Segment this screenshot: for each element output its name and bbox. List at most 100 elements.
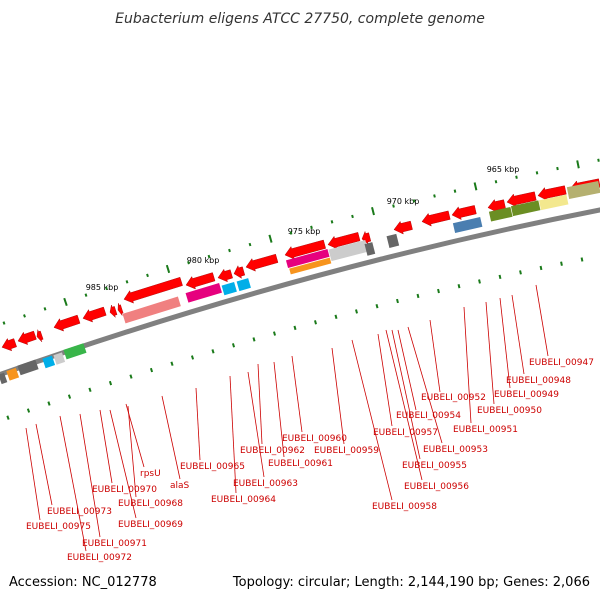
annotation-band xyxy=(6,367,20,381)
annotation-band xyxy=(122,296,181,324)
leader-line xyxy=(499,297,511,389)
leader-line xyxy=(385,329,423,481)
annotation-band xyxy=(289,257,332,275)
gene-label-00973: EUBELI_00973 xyxy=(47,507,112,517)
annotation-band xyxy=(17,359,39,376)
gene-label-00963: EUBELI_00963 xyxy=(233,479,298,489)
scale-tick-mark xyxy=(433,194,436,198)
annotation-band xyxy=(0,372,8,385)
minor-tick-mark xyxy=(457,284,461,289)
leader-line xyxy=(127,405,137,498)
scale-tick-mark xyxy=(473,182,478,191)
gene-arrow xyxy=(245,253,279,272)
gene-label-00957: EUBELI_00957 xyxy=(373,428,438,438)
scale-ticks xyxy=(2,158,600,420)
gene-label-alaS: alaS xyxy=(170,481,190,491)
gene-arrow xyxy=(109,304,118,319)
leader-line xyxy=(161,395,181,480)
accession-text: Accession: NC_012778 xyxy=(9,575,157,590)
leader-line xyxy=(511,294,525,375)
gene-arrow xyxy=(53,314,81,332)
minor-tick-mark xyxy=(231,343,236,348)
scale-tick-mark xyxy=(310,225,313,230)
minor-tick-mark xyxy=(170,361,174,366)
leader-line xyxy=(257,363,263,445)
gene-label-00949: EUBELI_00949 xyxy=(494,390,559,400)
annotation-band xyxy=(185,283,222,303)
leader-line xyxy=(351,339,393,501)
minor-tick-mark xyxy=(252,337,256,342)
minor-tick-mark xyxy=(437,288,440,294)
minor-tick-mark xyxy=(355,309,358,314)
gene-label-00972: EUBELI_00972 xyxy=(67,553,132,563)
gene-label-00956: EUBELI_00956 xyxy=(404,482,469,492)
minor-tick-mark xyxy=(498,274,502,280)
scale-tick-mark xyxy=(43,307,47,311)
scale-tick-mark xyxy=(228,248,231,253)
gene-label-00948: EUBELI_00948 xyxy=(506,376,571,386)
scale-tick-mark xyxy=(412,199,416,203)
leader-line xyxy=(229,375,237,494)
leader-line xyxy=(59,415,87,552)
minor-tick-mark xyxy=(26,408,31,413)
scale-tick-980: 980 kbp xyxy=(187,256,220,265)
leader-line xyxy=(485,301,495,405)
scale-tick-965: 965 kbp xyxy=(487,165,520,174)
leader-line xyxy=(463,306,472,424)
minor-tick-mark xyxy=(272,331,277,336)
annotation-band xyxy=(328,239,369,262)
minor-tick-mark xyxy=(334,314,338,319)
gene-arrow xyxy=(233,265,246,279)
minor-tick-mark xyxy=(190,355,195,360)
gene-label-00961: EUBELI_00961 xyxy=(268,459,333,469)
genome-summary-text: Topology: circular; Length: 2,144,190 bp… xyxy=(232,575,590,590)
scale-tick-mark xyxy=(63,297,68,307)
scale-tick-mark xyxy=(23,314,26,318)
leader-line xyxy=(195,387,201,461)
gene-label-00964: EUBELI_00964 xyxy=(211,495,276,505)
minor-tick-mark xyxy=(108,380,113,386)
scale-tick-mark xyxy=(268,234,273,243)
scale-tick-970: 970 kbp xyxy=(387,197,420,206)
minor-tick-mark xyxy=(293,325,297,331)
leader-line xyxy=(99,409,113,484)
annotation-band xyxy=(510,200,541,217)
leader-line xyxy=(377,333,393,427)
minor-tick-mark xyxy=(375,303,379,309)
gene-arrow xyxy=(421,210,451,227)
gene-arrow xyxy=(117,303,124,316)
minor-tick-mark xyxy=(560,261,563,266)
scale-tick-mark xyxy=(535,171,539,175)
scale-tick-mark xyxy=(248,242,252,247)
gene-label-00962: EUBELI_00962 xyxy=(240,446,305,456)
scale-tick-mark xyxy=(125,280,129,284)
gene-arrow xyxy=(36,329,44,343)
scale-tick-mark xyxy=(207,254,211,259)
scale-tick-mark xyxy=(597,158,600,162)
gene-label-rpsU: rpsU xyxy=(140,469,161,479)
leader-line xyxy=(109,409,137,519)
scale-tick-mark xyxy=(289,231,293,235)
minor-tick-mark xyxy=(211,349,215,354)
minor-tick-mark xyxy=(67,394,72,399)
leader-line xyxy=(273,361,285,458)
annotation-band xyxy=(221,282,237,296)
minor-tick-mark xyxy=(396,298,399,304)
gene-label-00954: EUBELI_00954 xyxy=(396,411,461,421)
scale-tick-mark xyxy=(351,214,354,219)
gene-features xyxy=(0,178,600,385)
leader-line xyxy=(407,326,443,444)
scale-tick-975: 975 kbp xyxy=(288,227,321,236)
scale-tick-mark xyxy=(330,220,334,224)
scale-tick-mark xyxy=(105,286,108,291)
scale-tick-mark xyxy=(556,166,559,171)
scale-tick-mark xyxy=(2,321,6,325)
annotation-band xyxy=(53,352,66,365)
leader-line xyxy=(535,284,549,357)
leader-line xyxy=(247,371,265,478)
minor-tick-mark xyxy=(539,265,543,271)
gene-arrow xyxy=(217,268,233,283)
gene-label-00970: EUBELI_00970 xyxy=(92,485,157,495)
leader-line xyxy=(429,319,441,393)
